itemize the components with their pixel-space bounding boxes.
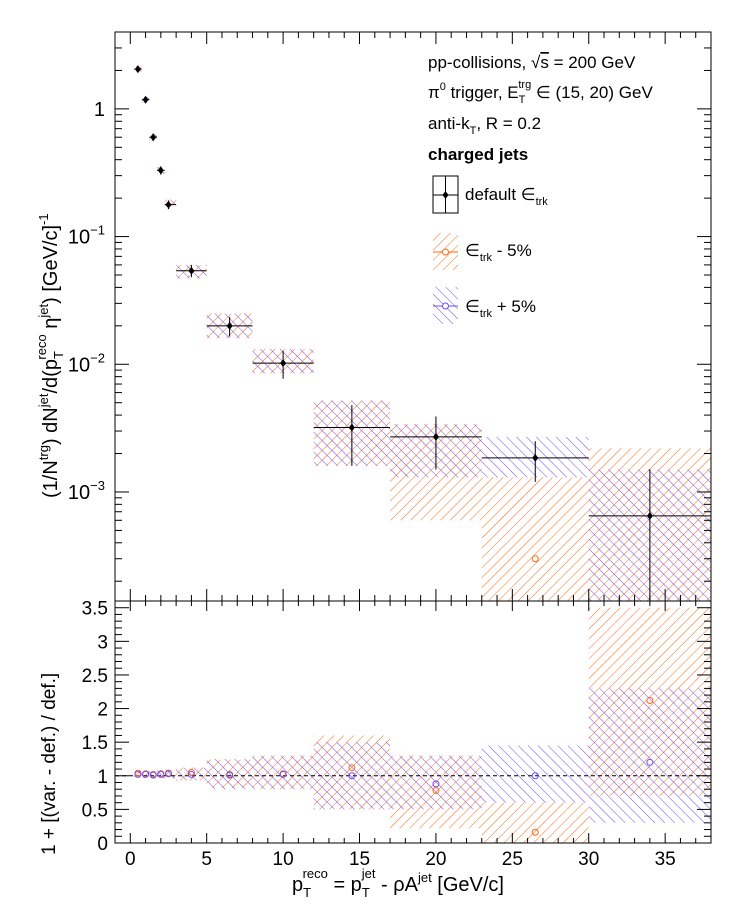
ratio-band-plus-11 <box>588 688 711 823</box>
x-tick-label-0: 0 <box>125 849 136 870</box>
x-tick-label-15: 15 <box>349 849 370 870</box>
ratio-point-plus-5 <box>187 770 195 778</box>
legend-plus-label: ∈trk + 5% <box>465 297 536 320</box>
legend-entry-default: default ∈trk <box>432 175 548 214</box>
legend-jets-line: charged jets <box>428 145 528 164</box>
ratio-point-minus-5 <box>187 768 195 776</box>
x-tick-label-20: 20 <box>425 849 446 870</box>
y-tick-label-bot-6: 3 <box>97 632 108 653</box>
x-tick-label-10: 10 <box>273 849 294 870</box>
ratio-band-plus-2 <box>149 771 158 778</box>
x-tick-label-35: 35 <box>655 849 676 870</box>
axes-group: 0 5 10 15 20 25 30 35 1 10−1 10−2 10−3 0 0.5 1 1.5 2 2.5 3… <box>68 31 711 870</box>
ratio-point-plus-10 <box>531 772 539 780</box>
ratio-band-plus-1 <box>141 771 150 778</box>
point-default-1 <box>142 95 149 104</box>
ratio-band-plus-7 <box>252 755 314 790</box>
point-default-10 <box>532 453 539 462</box>
point-default-2 <box>150 133 157 142</box>
legend-entry-minus: ∈trk - 5% <box>433 233 532 270</box>
ratio-point-plus-7 <box>279 770 287 778</box>
y-tick-label-top-1: 10−1 <box>68 223 105 249</box>
ratio-band-minus-10 <box>481 802 589 843</box>
ratio-point-minus-11 <box>646 696 654 704</box>
ratio-band-plus-6 <box>206 758 253 790</box>
top-y-axis-title: (1/Ntrg) dNjet/d(pTreco ηjet) [GeV/c]-1 <box>34 213 66 498</box>
band-minus-10 <box>481 477 589 601</box>
ratio-point-minus-8 <box>348 764 356 772</box>
y-tick-label-bot-2: 1 <box>97 767 108 788</box>
ratio-point-plus-2 <box>149 771 157 779</box>
point-default-9 <box>432 432 439 441</box>
ratio-point-minus-10 <box>531 828 539 836</box>
ratio-band-plus-0 <box>134 771 142 778</box>
x-axis-title: pTreco = pTjet - ρAjet [GeV/c] <box>292 866 504 900</box>
legend-minus-marker <box>442 248 449 256</box>
ratio-point-plus-9 <box>432 780 440 788</box>
legend-collision-line: pp-collisions, √s = 200 GeV <box>428 53 636 72</box>
legend-minus-label: ∈trk - 5% <box>465 241 532 264</box>
x-tick-label-5: 5 <box>201 849 212 870</box>
ratio-point-plus-3 <box>157 770 165 778</box>
ratio-band-plus-4 <box>164 769 177 779</box>
legend-entry-plus: ∈trk + 5% <box>433 287 536 324</box>
y-tick-label-top-2: 10−2 <box>68 350 105 376</box>
point-default-8 <box>348 423 355 432</box>
y-tick-label-bot-4: 2 <box>97 700 108 721</box>
y-tick-label-bot-3: 1.5 <box>82 733 108 754</box>
point-default-6 <box>226 321 233 330</box>
point-default-5 <box>188 266 195 275</box>
y-tick-label-top-3: 10−3 <box>68 478 105 504</box>
y-tick-label-bot-1: 0.5 <box>82 800 108 821</box>
point-default-4 <box>165 200 172 209</box>
legend-default-marker <box>442 191 449 199</box>
ratio-point-plus-8 <box>348 772 356 780</box>
point-default-11 <box>646 511 653 520</box>
ratio-point-plus-0 <box>134 770 142 778</box>
point-default-7 <box>280 359 287 368</box>
bottom-y-axis-title: 1 + [(var. - def.) / def.] <box>39 673 60 855</box>
legend: pp-collisions, √s = 200 GeV π0 trigger, … <box>428 53 653 324</box>
marker-minus-10 <box>531 555 539 563</box>
ratio-point-plus-4 <box>164 770 172 778</box>
bottom-ratio-plot <box>115 607 711 843</box>
y-tick-label-bot-5: 2.5 <box>82 666 108 687</box>
y-tick-label-top-0: 1 <box>94 99 105 121</box>
ratio-band-plus-5 <box>176 767 207 781</box>
ratio-point-plus-1 <box>142 770 150 778</box>
ratio-band-plus-9 <box>390 755 482 810</box>
legend-algorithm-line: anti-kT, R = 0.2 <box>428 114 541 137</box>
point-default-3 <box>157 166 164 175</box>
top-spectrum-plot <box>134 65 711 601</box>
x-tick-label-30: 30 <box>578 849 599 870</box>
ratio-point-minus-9 <box>432 787 440 795</box>
y-tick-label-bot-7: 3.5 <box>82 599 108 620</box>
ratio-point-plus-6 <box>226 771 234 779</box>
ratio-band-plus-10 <box>481 745 589 803</box>
point-default-0 <box>134 65 141 74</box>
ratio-band-plus-3 <box>157 770 165 779</box>
y-tick-label-bot-0: 0 <box>97 834 108 855</box>
legend-default-label: default ∈trk <box>465 185 548 208</box>
x-tick-label-25: 25 <box>502 849 523 870</box>
legend-plus-marker <box>442 302 449 310</box>
legend-trigger-line: π0 trigger, ETtrg ∈ (15, 20) GeV <box>428 79 653 106</box>
ratio-point-plus-11 <box>646 758 654 766</box>
